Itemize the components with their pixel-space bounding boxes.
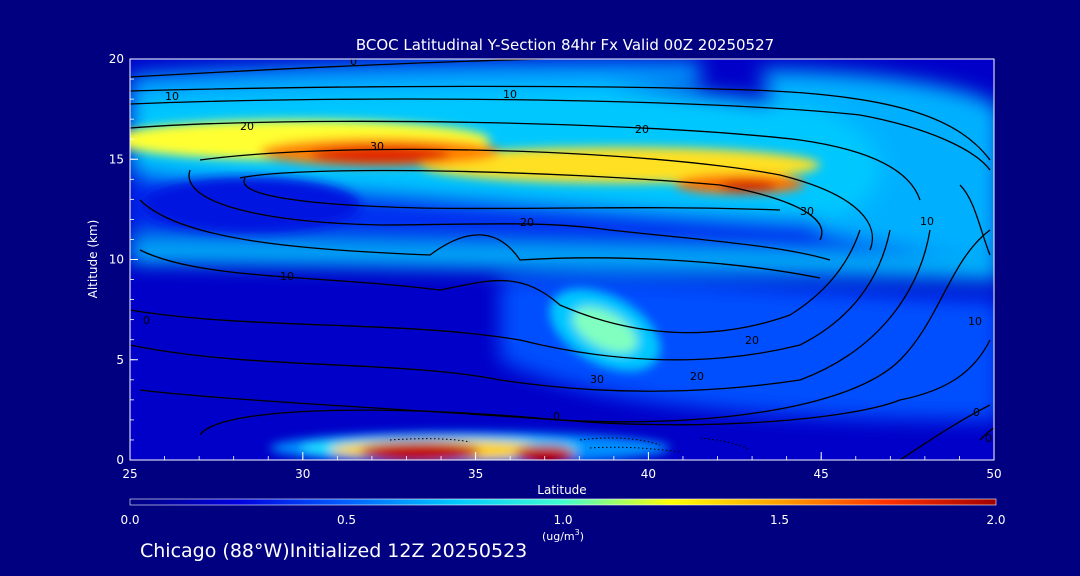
field-west-dark-pocket bbox=[140, 177, 360, 233]
contour-line bbox=[130, 98, 991, 171]
field-upper-yellow-east bbox=[420, 147, 820, 183]
contour-label: 30 bbox=[590, 373, 604, 386]
dotted-contour bbox=[389, 438, 471, 443]
colorbar-tick-label: 0.5 bbox=[337, 513, 356, 527]
contour-line bbox=[899, 404, 991, 460]
dotted-contour bbox=[589, 446, 681, 453]
y-tick-label: 15 bbox=[109, 152, 124, 166]
x-tick-label: 45 bbox=[814, 467, 829, 481]
contour-line bbox=[243, 177, 781, 211]
contour-label: 20 bbox=[240, 120, 254, 133]
y-tick-label: 0 bbox=[116, 453, 124, 467]
contour-line bbox=[199, 148, 874, 251]
y-tick-label: 10 bbox=[109, 253, 124, 267]
field-surface-red-west bbox=[360, 442, 480, 460]
contour-label: 10 bbox=[503, 88, 517, 101]
contour-label: 0 bbox=[973, 406, 980, 419]
x-tick-label: 40 bbox=[641, 467, 656, 481]
colorbar-label-main: (ug/m bbox=[542, 530, 575, 543]
dotted-contour bbox=[699, 437, 751, 451]
field-east-red bbox=[720, 180, 776, 192]
field-surface-red-east bbox=[515, 445, 575, 460]
colorbar-tick-label: 1.0 bbox=[553, 513, 572, 527]
contour-label: 0 bbox=[143, 314, 150, 327]
contour-label: 0 bbox=[350, 55, 357, 68]
x-axis-label: Latitude bbox=[537, 483, 586, 497]
contour-line bbox=[130, 59, 570, 78]
contour-line bbox=[130, 229, 891, 361]
field-mid-plume-inner bbox=[572, 307, 638, 353]
contour-line bbox=[139, 199, 821, 279]
contour-label: 10 bbox=[165, 90, 179, 103]
dotted-contour bbox=[579, 437, 661, 446]
contour-lines bbox=[130, 59, 994, 460]
colorbar-ticks: 0.0 0.5 1.0 1.5 2.0 bbox=[120, 513, 1005, 527]
contour-line bbox=[959, 184, 991, 256]
colorbar-tick-label: 0.0 bbox=[120, 513, 139, 527]
x-tick-label: 25 bbox=[122, 467, 137, 481]
colorbar-label: (ug/m3) bbox=[542, 528, 584, 543]
contour-line bbox=[130, 229, 931, 392]
colorbar-tick-label: 1.5 bbox=[770, 513, 789, 527]
contour-label: 20 bbox=[520, 216, 534, 229]
field-sky-west bbox=[130, 61, 700, 100]
colorbar-tick-label: 2.0 bbox=[986, 513, 1005, 527]
contour-line bbox=[199, 339, 991, 436]
contour-line bbox=[130, 85, 991, 161]
chart-title: BCOC Latitudinal Y-Section 84hr Fx Valid… bbox=[356, 36, 774, 54]
y-tick-label: 20 bbox=[109, 52, 124, 66]
contour-line bbox=[188, 169, 831, 261]
x-tick-label: 50 bbox=[986, 467, 1001, 481]
contour-label: 30 bbox=[800, 205, 814, 218]
contour-label: 10 bbox=[920, 215, 934, 228]
footer-text: Chicago (88°W)Initialized 12Z 20250523 bbox=[140, 540, 528, 562]
contour-label: 10 bbox=[968, 315, 982, 328]
colorbar-label-sup: 3 bbox=[575, 528, 580, 537]
contour-line bbox=[139, 229, 991, 423]
plot-area: 0 10 20 30 10 20 30 20 10 10 20 30 0 20 … bbox=[130, 55, 994, 460]
contour-label: 0 bbox=[553, 410, 560, 423]
contour-line bbox=[979, 427, 994, 441]
y-axis-label: Altitude (km) bbox=[86, 220, 100, 299]
contour-line bbox=[139, 229, 861, 334]
contour-label: 20 bbox=[635, 123, 649, 136]
contour-labels: 0 10 20 30 10 20 30 20 10 10 20 30 0 20 … bbox=[143, 55, 992, 445]
contour-label: 20 bbox=[690, 370, 704, 383]
contour-line bbox=[130, 120, 921, 201]
x-tick-label: 35 bbox=[468, 467, 483, 481]
contour-label: 20 bbox=[745, 334, 759, 347]
contour-line bbox=[239, 169, 823, 241]
contour-label: 10 bbox=[280, 270, 294, 283]
y-axis: 0 5 10 15 20 bbox=[109, 52, 138, 467]
dotted-contours bbox=[389, 437, 751, 453]
colorbar-label-end: ) bbox=[580, 530, 584, 543]
contour-label: 0 bbox=[985, 432, 992, 445]
y-tick-label: 5 bbox=[116, 353, 124, 367]
x-tick-label: 30 bbox=[295, 467, 310, 481]
colorbar bbox=[129, 498, 997, 506]
x-axis: 25 30 35 40 45 50 bbox=[122, 452, 1002, 481]
contour-label: 30 bbox=[370, 140, 384, 153]
